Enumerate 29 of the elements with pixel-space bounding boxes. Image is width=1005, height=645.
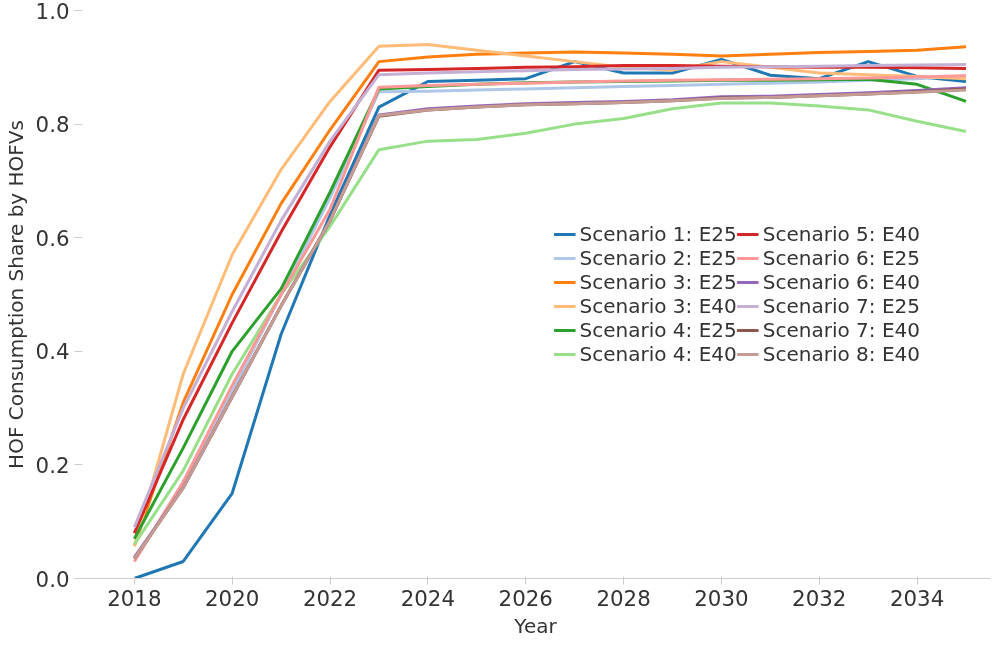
x-tick-label: 2030 — [694, 585, 749, 611]
legend-label: Scenario 3: E25 — [579, 270, 737, 294]
y-axis-title: HOF Consumption Share by HOFVs — [3, 120, 28, 469]
x-tick-label: 2034 — [889, 585, 945, 611]
legend-label: Scenario 6: E25 — [762, 246, 920, 270]
x-tick-label: 2024 — [400, 585, 456, 611]
x-tick-label: 2018 — [107, 585, 162, 611]
legend-label: Scenario 1: E25 — [579, 222, 737, 246]
y-tick-label: 0.6 — [35, 225, 70, 251]
x-tick-label: 2032 — [792, 585, 847, 611]
legend-label: Scenario 3: E40 — [579, 294, 737, 318]
x-tick-label: 2026 — [498, 585, 553, 611]
legend-label: Scenario 8: E40 — [762, 342, 920, 366]
legend-label: Scenario 2: E25 — [579, 246, 737, 270]
x-tick-label: 2022 — [302, 585, 358, 611]
legend-label: Scenario 6: E40 — [762, 270, 920, 294]
x-tick-label: 2020 — [205, 585, 260, 611]
x-tick-label: 2028 — [596, 585, 651, 611]
y-tick-label: 1.0 — [35, 0, 70, 24]
legend-label: Scenario 7: E40 — [762, 318, 920, 342]
legend-label: Scenario 5: E40 — [762, 222, 920, 246]
y-tick-label: 0.2 — [35, 452, 70, 478]
legend-label: Scenario 4: E40 — [579, 342, 737, 366]
y-tick-label: 0.8 — [35, 112, 70, 138]
legend-label: Scenario 4: E25 — [579, 318, 737, 342]
legend-label: Scenario 7: E25 — [762, 294, 920, 318]
x-axis-title: Year — [513, 613, 558, 638]
y-tick-label: 0.4 — [35, 339, 70, 365]
y-tick-label: 0.0 — [35, 566, 70, 592]
